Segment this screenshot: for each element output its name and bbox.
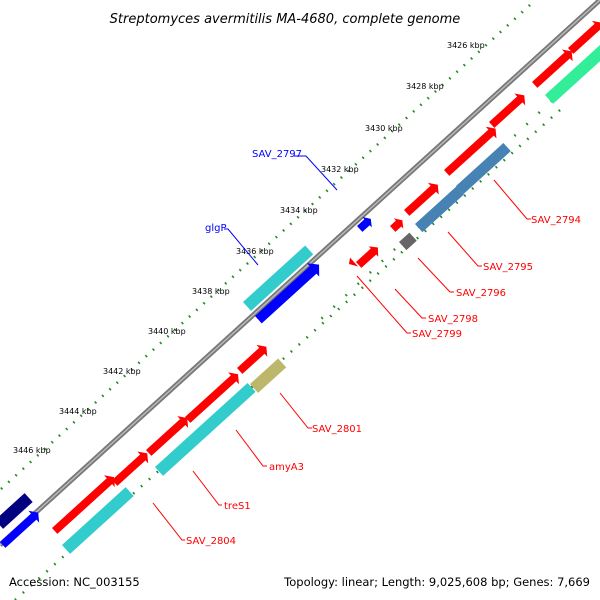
gene-label-sav-2795[interactable]: SAV_2795: [483, 262, 533, 273]
leader-sav-2798: [394, 288, 426, 319]
gene-label-glgp[interactable]: glgP: [205, 223, 227, 234]
cds-feature-amya3[interactable]: [182, 368, 243, 426]
cds-feature[interactable]: [0, 507, 44, 551]
leader-sav-2797: [294, 155, 338, 191]
accession-text: Accession: NC_003155: [9, 575, 140, 589]
gene-label-sav-2801[interactable]: SAV_2801: [312, 424, 362, 435]
cds-feature-sav-2799[interactable]: [346, 257, 359, 270]
leader-sav-2795: [447, 231, 482, 267]
tick-label: 3438 kbp: [192, 287, 230, 296]
tick-label: 3444 kbp: [59, 407, 97, 416]
cds-feature[interactable]: [0, 493, 33, 529]
leader-sav-2794: [493, 179, 531, 220]
cds-feature-sav-2794[interactable]: [441, 123, 501, 179]
outer-tick-track: [0, 4, 531, 491]
gene-label-sav-2794[interactable]: SAV_2794: [531, 215, 581, 226]
tick-label: 3442 kbp: [103, 367, 141, 376]
gene-label-sav-2796[interactable]: SAV_2796: [456, 288, 506, 299]
cds-feature-sav-2795[interactable]: [401, 179, 443, 219]
cds-feature[interactable]: [565, 17, 600, 57]
features: [0, 17, 600, 554]
tick-label: 3432 kbp: [321, 165, 359, 174]
gene-label-tres1[interactable]: treS1: [224, 501, 251, 512]
gene-labels: SAV_2797 glgP SAV_2794 SAV_2795 SAV_2796…: [186, 149, 581, 547]
leader-amya3: [235, 429, 267, 467]
misc-feature[interactable]: [456, 142, 511, 195]
leader-glgp: [224, 228, 259, 266]
cds-feature-tres1[interactable]: [143, 412, 192, 459]
tick-label: 3430 kbp: [365, 124, 403, 133]
leader-lines: [152, 155, 531, 541]
misc-feature[interactable]: [399, 232, 417, 251]
tick-label: 3446 kbp: [13, 446, 51, 455]
cds-feature-sav-2804[interactable]: [49, 471, 119, 537]
map-title: Streptomyces avermitilis MA-4680, comple…: [110, 12, 461, 27]
leader-sav-2801: [279, 392, 312, 429]
cds-feature[interactable]: [109, 447, 152, 488]
cds-feature-sav-2797[interactable]: [355, 214, 376, 234]
tick-label: 3428 kbp: [406, 82, 444, 91]
tick-labels: 3426 kbp 3428 kbp 3430 kbp 3432 kbp 3434…: [13, 41, 485, 455]
genome-backbone-highlight: [0, 0, 600, 546]
leader-sav-2804: [152, 502, 185, 541]
misc-feature[interactable]: [249, 358, 287, 393]
genome-summary-text: Topology: linear; Length: 9,025,608 bp; …: [283, 575, 590, 589]
cds-feature[interactable]: [486, 89, 529, 130]
leader-sav-2799: [356, 275, 411, 334]
cds-feature-glgp[interactable]: [243, 245, 314, 311]
gene-label-sav-2804[interactable]: SAV_2804: [186, 536, 236, 547]
cds-feature-sav-2796[interactable]: [388, 215, 407, 234]
tick-label: 3434 kbp: [280, 206, 318, 215]
tick-label: 3426 kbp: [447, 41, 485, 50]
misc-feature[interactable]: [545, 44, 600, 104]
cds-feature[interactable]: [529, 45, 577, 90]
cds-feature[interactable]: [252, 258, 325, 326]
misc-feature[interactable]: [155, 382, 256, 476]
misc-feature[interactable]: [62, 487, 134, 554]
gene-label-amya3[interactable]: amyA3: [269, 462, 304, 473]
gene-label-sav-2799[interactable]: SAV_2799: [412, 329, 462, 340]
leader-tres1: [192, 470, 222, 506]
leader-sav-2796: [417, 257, 454, 293]
cds-feature-sav-2798[interactable]: [354, 242, 383, 270]
tick-label: 3436 kbp: [236, 247, 274, 256]
tick-label: 3440 kbp: [148, 327, 186, 336]
gene-label-sav-2798[interactable]: SAV_2798: [428, 314, 478, 325]
misc-feature[interactable]: [415, 186, 464, 233]
gene-label-sav-2797[interactable]: SAV_2797: [252, 149, 302, 160]
cds-feature-sav-2801[interactable]: [234, 341, 271, 377]
